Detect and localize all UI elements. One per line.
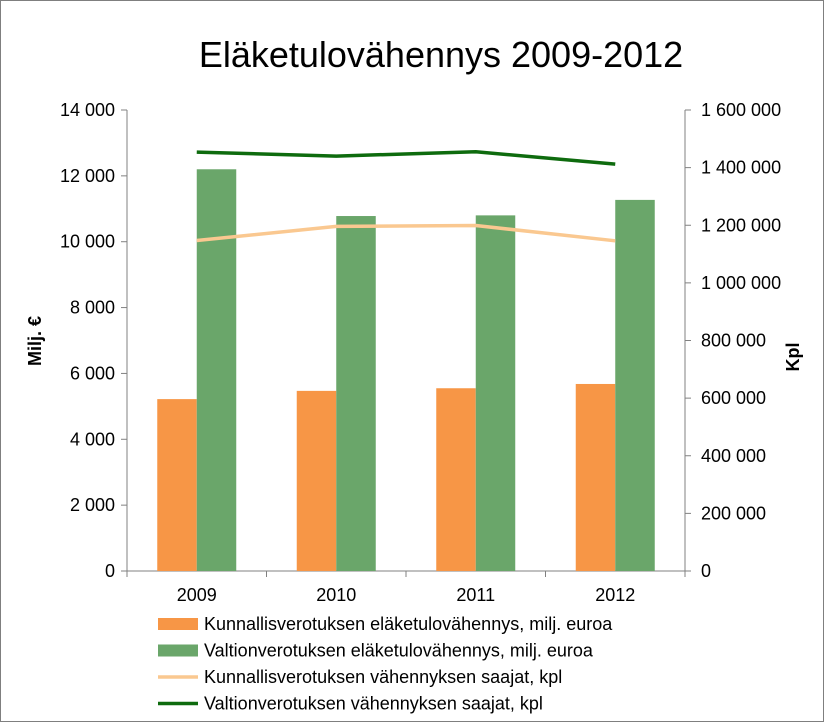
axes: 0 2 000 4 000 6 000 8 000 10 000 12 000 14 000 0… [60, 100, 781, 605]
bars [157, 169, 655, 571]
series-lines [196, 150, 616, 243]
y2-tick-label: 600 000 [701, 388, 766, 408]
y-tick-label: 2 000 [70, 495, 115, 515]
legend-label: Valtionverotuksen eläketulovähennys, mil… [204, 641, 594, 661]
legend-swatch [158, 644, 198, 657]
y2-tick-label: 1 400 000 [701, 158, 781, 178]
series-line [196, 150, 616, 166]
y-tick-label: 0 [105, 561, 115, 581]
legend-label: Kunnallisverotuksen eläketulovähennys, m… [204, 614, 613, 634]
y-axis-label: Milj. € [25, 316, 45, 366]
chart-title: Eläketulovähennys 2009-2012 [199, 34, 683, 75]
bar [575, 383, 616, 571]
y2-axis-label: Kpl [783, 343, 803, 372]
legend-label: Kunnallisverotuksen vähennyksen saajat, … [204, 667, 562, 687]
y2-tick-label: 1 200 000 [701, 215, 781, 235]
legend-swatch [158, 618, 198, 630]
y-tick-label: 6 000 [70, 363, 115, 383]
series-line [196, 223, 616, 243]
bar [296, 390, 337, 571]
bar [475, 215, 516, 571]
y2-tick-label: 400 000 [701, 446, 766, 466]
y2-tick-label: 1 600 000 [701, 100, 781, 120]
legend: Kunnallisverotuksen eläketulovähennys, m… [158, 614, 613, 714]
x-tick-label: 2009 [177, 585, 217, 605]
x-tick-label: 2011 [456, 585, 495, 605]
y-tick-label: 4 000 [70, 429, 115, 449]
y-tick-label: 10 000 [60, 232, 115, 252]
bar [436, 388, 476, 571]
y-tick-label: 8 000 [70, 298, 115, 318]
y-tick-label: 14 000 [60, 100, 115, 120]
y2-tick-label: 1 000 000 [701, 273, 781, 293]
x-tick-label: 2012 [595, 585, 635, 605]
bar [196, 169, 237, 571]
legend-label: Valtionverotuksen vähennyksen saajat, kp… [204, 694, 543, 714]
bar [157, 399, 197, 571]
bar [615, 199, 655, 571]
bar [336, 216, 376, 571]
y2-tick-label: 0 [701, 561, 711, 581]
y-tick-label: 12 000 [60, 166, 115, 186]
y2-tick-label: 800 000 [701, 331, 766, 351]
y2-tick-label: 200 000 [701, 503, 766, 523]
x-tick-label: 2010 [316, 585, 356, 605]
